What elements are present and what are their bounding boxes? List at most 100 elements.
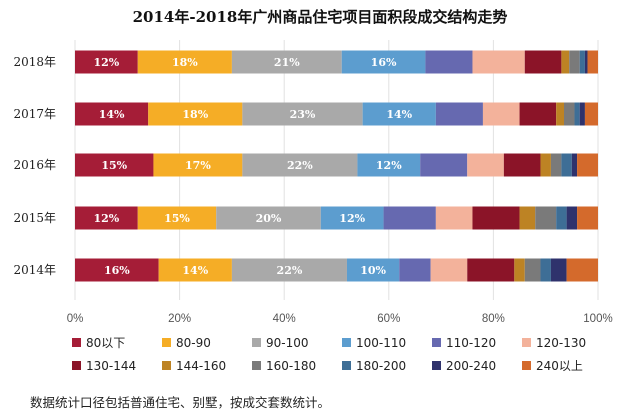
legend-label: 120-130 xyxy=(536,335,587,350)
y-tick-label: 2014年 xyxy=(13,263,56,277)
bar-segment xyxy=(75,50,138,74)
legend-item: 90-100 xyxy=(252,334,342,351)
data-label: 12% xyxy=(376,159,402,172)
bar-segment xyxy=(472,206,520,230)
bar-segment xyxy=(75,102,149,126)
legend-label: 180-200 xyxy=(356,358,407,373)
bar-segment xyxy=(524,50,562,74)
legend-item: 200-240 xyxy=(432,357,522,374)
y-tick-label: 2018年 xyxy=(13,55,56,69)
data-label: 15% xyxy=(101,159,127,172)
footnote: 数据统计口径包括普通住宅、别墅，按成交套数统计。 xyxy=(30,395,331,410)
y-tick-label: 2015年 xyxy=(13,211,56,225)
bar-segment xyxy=(137,50,232,74)
bar-segment xyxy=(242,102,363,126)
bar-segment xyxy=(561,153,572,177)
bar-segment xyxy=(242,153,358,177)
data-label: 14% xyxy=(182,264,208,277)
legend-item: 144-160 xyxy=(162,357,252,374)
bar-segment xyxy=(425,50,473,74)
data-label: 16% xyxy=(371,56,397,69)
bar-segment xyxy=(75,258,159,282)
legend-swatch xyxy=(432,361,441,370)
bar-segment xyxy=(587,50,598,74)
data-label: 17% xyxy=(185,159,211,172)
bar-segment xyxy=(556,206,567,230)
data-label: 21% xyxy=(274,56,300,69)
legend-swatch xyxy=(252,338,261,347)
bar-segment xyxy=(467,153,504,177)
y-tick-label: 2016年 xyxy=(13,158,56,172)
bar-segment xyxy=(519,206,536,230)
bar-segment xyxy=(435,206,473,230)
legend-item: 180-200 xyxy=(342,357,432,374)
legend-label: 100-110 xyxy=(356,335,407,350)
bar-segment xyxy=(564,102,575,126)
bar-segment xyxy=(556,102,565,126)
legend-label: 160-180 xyxy=(266,358,317,373)
bar-segment xyxy=(472,50,525,74)
data-label: 16% xyxy=(104,264,130,277)
legend-item: 80以下 xyxy=(72,334,162,351)
bar-segment xyxy=(574,102,580,126)
data-label: 12% xyxy=(93,212,119,225)
legend-swatch xyxy=(72,361,81,370)
data-label: 14% xyxy=(386,108,412,121)
bar-segment xyxy=(362,102,436,126)
bar-segment xyxy=(346,258,400,282)
bar-segment xyxy=(482,102,520,126)
bar-segment xyxy=(435,102,483,126)
bar-segment xyxy=(584,50,588,74)
legend-label: 144-160 xyxy=(176,358,227,373)
bar-segment xyxy=(561,50,570,74)
bar-segment xyxy=(75,153,154,177)
legend-label: 130-144 xyxy=(86,358,137,373)
data-label: 22% xyxy=(287,159,313,172)
chart-legend: 80以下 80-90 90-100 100-110 110-120 120-130 130-… xyxy=(72,334,632,374)
bar-segment xyxy=(75,206,138,230)
bar-segment xyxy=(566,206,578,230)
legend-label: 110-120 xyxy=(446,335,497,350)
bar-segment xyxy=(550,153,562,177)
legend-swatch xyxy=(342,361,351,370)
bar-segment xyxy=(540,258,551,282)
x-tick-label: 0% xyxy=(67,313,84,325)
bar-segment xyxy=(569,50,580,74)
x-tick-label: 100% xyxy=(583,313,612,325)
bar-segment xyxy=(231,50,342,74)
bar-segment xyxy=(514,258,525,282)
bar-segment xyxy=(571,153,578,177)
legend-label: 80-90 xyxy=(176,335,211,350)
bar-segment xyxy=(577,206,598,230)
bar-segment xyxy=(357,153,421,177)
bar-segment xyxy=(383,206,436,230)
data-label: 23% xyxy=(290,108,316,121)
legend-swatch xyxy=(522,338,531,347)
bar-segment xyxy=(467,258,515,282)
chart-title: 2014年-2018年广州商品住宅项目面积段成交结构走势 xyxy=(132,8,508,26)
bar-segment xyxy=(320,206,384,230)
bar-segment xyxy=(524,258,541,282)
bar-segment xyxy=(148,102,243,126)
bar-segment xyxy=(153,153,243,177)
bar-segment xyxy=(579,50,585,74)
data-label: 14% xyxy=(99,108,125,121)
legend-label: 200-240 xyxy=(446,358,497,373)
bar-segment xyxy=(519,102,557,126)
bar-segment xyxy=(158,258,232,282)
legend-swatch xyxy=(342,338,351,347)
legend-item: 100-110 xyxy=(342,334,432,351)
bar-segment xyxy=(231,258,347,282)
data-label: 15% xyxy=(164,212,190,225)
bar-segment xyxy=(430,258,468,282)
bar-segment xyxy=(577,153,598,177)
data-label: 12% xyxy=(93,56,119,69)
legend-item: 160-180 xyxy=(252,357,342,374)
bar-segment xyxy=(503,153,541,177)
legend-item: 240以上 xyxy=(522,357,612,374)
data-label: 22% xyxy=(277,264,303,277)
bar-segment xyxy=(579,102,585,126)
data-label: 18% xyxy=(172,56,198,69)
x-tick-label: 80% xyxy=(482,313,505,325)
data-label: 10% xyxy=(360,264,386,277)
